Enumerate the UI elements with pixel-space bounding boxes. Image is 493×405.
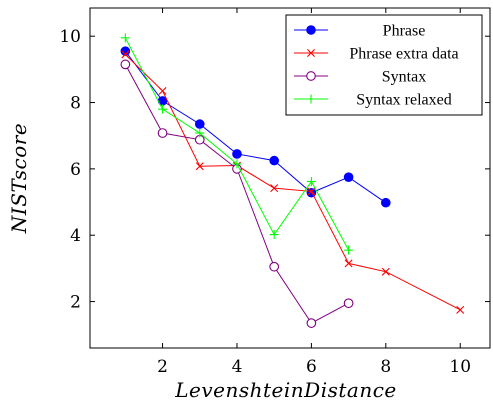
data-point [157,128,168,138]
data-point [343,172,354,182]
data-point [306,187,317,198]
legend-marker [306,71,316,81]
legend-label: Phrase extra data [349,46,458,63]
data-point [120,46,131,56]
series-layer [120,33,465,328]
y-tick-label: 4 [70,226,81,246]
data-point [158,104,168,114]
x-tick-label: 4 [232,357,243,377]
data-point [306,176,316,186]
legend-label: Syntax [382,69,426,86]
x-tick-label: 10 [449,357,471,377]
data-point [232,149,242,159]
data-point [232,159,242,169]
y-tick-label: 8 [70,94,81,114]
legend-marker [307,49,315,57]
axis-ticks: 2 4 6 8 10 2 4 6 8 10 [59,8,490,377]
data-point [120,59,131,70]
x-axis-title: LevenshteinDistance [174,378,397,402]
data-point [195,128,205,138]
data-point [344,245,354,255]
legend: Phrase Phrase extra data Syntax Syntax rela… [285,14,483,116]
data-point [269,155,279,166]
y-tick-label: 10 [59,27,81,47]
series-syntax-relaxed [120,33,354,255]
y-axis-title: NISTscore [7,123,31,234]
data-point [120,33,130,43]
legend-marker [306,25,316,35]
data-point [269,230,279,240]
legend-marker [306,94,316,104]
data-point [456,305,465,314]
data-point [381,267,390,276]
plot-frame [89,7,491,349]
series-syntax [120,59,354,328]
legend-entry: Phrase [294,23,425,40]
legend-label: Phrase [383,23,426,40]
legend-entry: Syntax relaxed [294,92,452,109]
data-point [344,259,353,268]
plot-area [89,7,491,349]
legend-label: Syntax relaxed [356,92,452,109]
y-tick-label: 2 [70,293,81,313]
x-tick-label: 8 [380,357,391,377]
data-point [306,318,317,328]
y-tick-label: 6 [70,160,81,180]
data-point [194,119,205,129]
x-tick-label: 2 [157,357,168,377]
data-point [158,86,167,95]
data-point [381,197,391,208]
legend-box [285,14,483,116]
legend-entry: Phrase extra data [294,46,459,63]
data-point [307,187,316,196]
data-point [195,162,204,171]
legend-entry: Syntax [294,69,426,86]
data-point [343,298,354,309]
data-point [270,184,279,193]
data-point [121,50,130,59]
data-point [269,261,280,272]
x-tick-label: 6 [306,357,317,377]
series-line [124,50,387,204]
